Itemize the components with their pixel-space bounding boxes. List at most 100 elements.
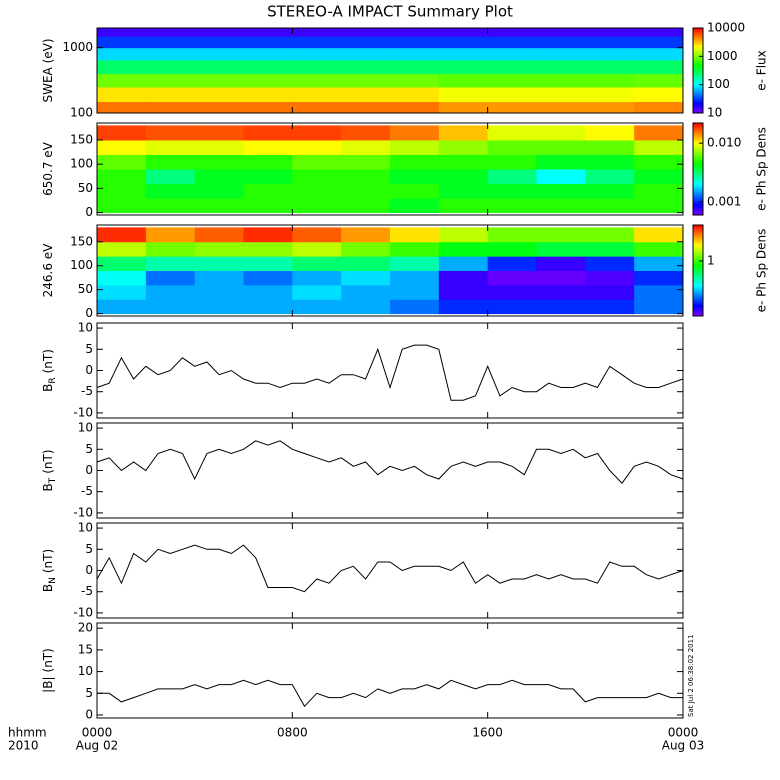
heatmap-cell	[487, 241, 537, 257]
heatmap-cell	[145, 101, 196, 114]
colorbar-segment	[693, 256, 703, 260]
y-label-main: B	[41, 384, 55, 392]
heatmap-cell	[194, 28, 244, 37]
colorbar-segment	[693, 110, 703, 114]
heatmap-cell	[487, 299, 537, 315]
heatmap-cell	[634, 28, 684, 37]
heatmap-cell	[341, 73, 391, 88]
heatmap-cell	[194, 299, 244, 315]
colorbar-segment	[693, 62, 703, 65]
colorbar-segment	[693, 270, 703, 274]
colorbar-segment	[693, 309, 703, 312]
heatmap-cell	[243, 28, 293, 37]
heatmap-cell	[341, 227, 391, 243]
y-tick-label: 150	[70, 132, 93, 146]
heatmap-cell	[145, 28, 196, 37]
colorbar-segment	[693, 252, 703, 256]
heatmap-cell	[243, 198, 293, 214]
heatmap-cell	[97, 87, 147, 102]
heatmap-cell	[341, 299, 391, 315]
heatmap-cell	[390, 36, 440, 49]
heatmap-cell	[487, 101, 537, 114]
panel-frame	[96, 422, 684, 519]
heatmap-cell	[585, 73, 635, 88]
colorbar-segment	[693, 196, 703, 200]
heatmap-cell	[536, 139, 586, 155]
heatmap-cell	[243, 87, 293, 102]
heatmap-cell	[341, 36, 391, 49]
heatmap-cell	[487, 270, 537, 286]
heatmap-cell	[438, 270, 489, 286]
heatmap-cell	[585, 227, 635, 243]
heatmap-cell	[536, 59, 586, 75]
colorbar-segment	[693, 201, 703, 204]
heatmap-cell	[97, 198, 147, 214]
colorbar-segment	[693, 34, 703, 37]
colorbar-segment	[693, 227, 703, 231]
y-label-main: B	[41, 584, 55, 592]
heatmap-cell	[194, 154, 244, 170]
heatmap-cell	[634, 154, 684, 170]
y-axis-label: BR (nT)	[41, 349, 58, 392]
y-tick-label: 100	[70, 106, 93, 120]
y-tick-label: 10	[78, 521, 93, 535]
heatmap-cell	[634, 299, 684, 315]
colorbar-segment	[693, 240, 703, 244]
colorbar-segment	[693, 245, 703, 249]
heatmap-cell	[536, 270, 586, 286]
heatmap-cell	[487, 36, 537, 49]
x-tick-label: 0000	[668, 726, 699, 740]
colorbar-segment	[693, 173, 703, 177]
heatmap-cell	[438, 139, 489, 155]
heatmap-cell	[634, 125, 684, 141]
y-axis-label: BT (nT)	[41, 449, 58, 491]
heatmap-cell	[243, 256, 293, 271]
colorbar-segment	[693, 286, 703, 290]
y-tick-label: 5	[85, 542, 93, 556]
colorbar-segment	[693, 53, 703, 57]
y-tick-label: -10	[73, 605, 93, 619]
y-tick-label: 0	[85, 707, 93, 721]
colorbar-segment	[693, 205, 703, 209]
heatmap-cell	[292, 198, 342, 214]
heatmap-cell	[292, 59, 342, 75]
heatmap-cell	[634, 256, 684, 271]
heatmap-cell	[390, 87, 440, 102]
colorbar-segment	[693, 295, 703, 299]
heatmap-cell	[487, 139, 537, 155]
heatmap-cell	[97, 169, 147, 185]
y-tick-label: 0	[85, 205, 93, 219]
heatmap-cell	[243, 101, 293, 114]
colorbar-segment	[693, 302, 703, 306]
colorbar-segment	[693, 243, 703, 246]
heatmap-cell	[536, 284, 586, 300]
heatmap-cell	[97, 47, 147, 61]
colorbar-label: e- Flux	[755, 50, 769, 90]
heatmap-cell	[97, 284, 147, 300]
colorbar-segment	[693, 59, 703, 63]
heatmap-cell	[194, 36, 244, 49]
colorbar-segment	[693, 297, 703, 301]
colorbar-segment	[693, 180, 703, 184]
colorbar-segment	[693, 93, 703, 97]
colorbar-segment	[693, 76, 703, 80]
y-label-main: |B|	[41, 676, 55, 692]
colorbar-segment	[693, 87, 703, 91]
heatmap-cell	[634, 198, 684, 214]
heatmap-cell	[194, 87, 244, 102]
y-label-unit: (nT)	[41, 648, 55, 672]
y-tick-label: 15	[78, 642, 93, 656]
heatmap-cell	[438, 101, 489, 114]
plot-title: STEREO-A IMPACT Summary Plot	[267, 3, 513, 21]
heatmap-cell	[194, 101, 244, 114]
heatmap-cell	[585, 125, 635, 141]
y-tick-label: 100	[70, 157, 93, 171]
y-axis-label: 246.6 eV	[41, 243, 55, 298]
colorbar-segment	[693, 277, 703, 281]
heatmap-cell	[487, 227, 537, 243]
y-tick-label: 5	[85, 442, 93, 456]
colorbar-segment	[693, 265, 703, 269]
colorbar-segment	[693, 108, 703, 112]
heatmap-cell	[145, 270, 196, 286]
heatmap-cell	[536, 47, 586, 61]
